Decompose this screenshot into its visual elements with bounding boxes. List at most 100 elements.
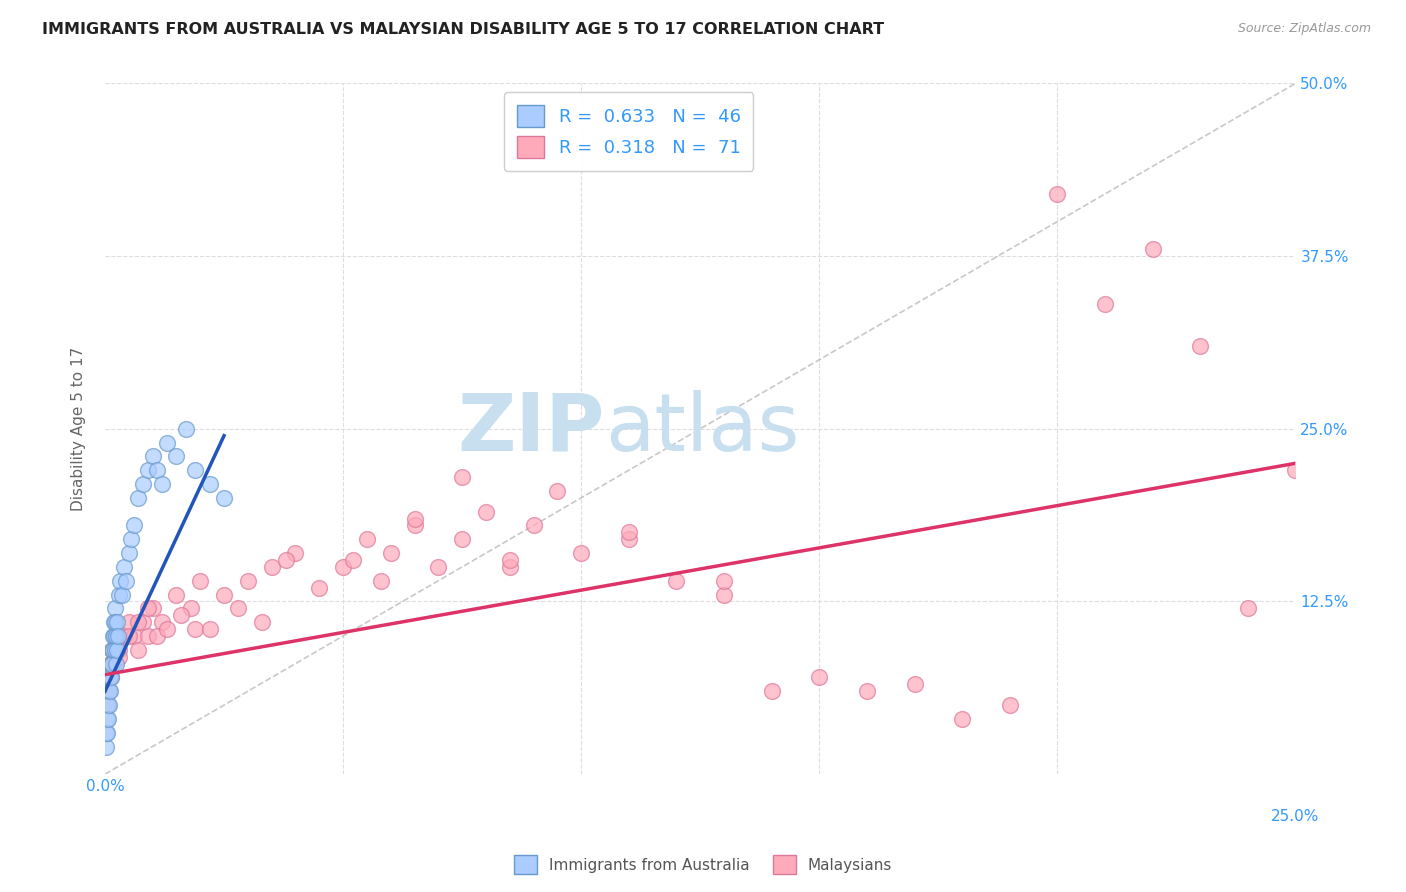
Point [1237, 601, 1260, 615]
Point [228, 601, 250, 615]
Point [332, 560, 354, 574]
Point [96, 712, 118, 726]
Point [136, 601, 159, 615]
Point [118, 629, 141, 643]
Point [713, 588, 735, 602]
Point [118, 546, 141, 560]
Point [342, 553, 364, 567]
Point [165, 450, 187, 464]
Point [146, 629, 169, 643]
Text: 25.0%: 25.0% [1271, 809, 1320, 823]
Text: ZIP: ZIP [458, 390, 605, 467]
Point [97, 712, 120, 726]
Point [136, 629, 159, 643]
Point [94, 684, 117, 698]
Point [665, 574, 688, 588]
Point [156, 622, 179, 636]
Point [546, 483, 568, 498]
Point [108, 649, 131, 664]
Point [100, 642, 122, 657]
Text: IMMIGRANTS FROM AUSTRALIA VS MALAYSIAN DISABILITY AGE 5 TO 17 CORRELATION CHART: IMMIGRANTS FROM AUSTRALIA VS MALAYSIAN D… [42, 22, 884, 37]
Point [250, 615, 273, 630]
Point [96, 698, 118, 712]
Point [112, 629, 135, 643]
Point [165, 588, 187, 602]
Point [112, 560, 135, 574]
Point [156, 435, 179, 450]
Point [104, 615, 127, 630]
Point [404, 518, 426, 533]
Point [103, 657, 125, 671]
Point [1094, 297, 1116, 311]
Point [569, 546, 592, 560]
Point [118, 615, 141, 630]
Point [308, 581, 330, 595]
Point [356, 533, 378, 547]
Point [1189, 339, 1212, 353]
Point [1142, 242, 1164, 256]
Point [132, 477, 155, 491]
Point [122, 518, 145, 533]
Point [198, 622, 221, 636]
Point [617, 533, 640, 547]
Point [103, 601, 125, 615]
Point [150, 477, 173, 491]
Point [475, 505, 498, 519]
Point [96, 725, 118, 739]
Point [808, 670, 831, 684]
Point [136, 463, 159, 477]
Point [713, 574, 735, 588]
Point [101, 642, 124, 657]
Point [101, 657, 124, 671]
Point [108, 588, 131, 602]
Point [380, 546, 402, 560]
Point [101, 629, 124, 643]
Point [127, 615, 149, 630]
Point [142, 601, 165, 615]
Text: Source: ZipAtlas.com: Source: ZipAtlas.com [1237, 22, 1371, 36]
Point [212, 588, 235, 602]
Point [146, 463, 169, 477]
Point [105, 657, 128, 671]
Point [522, 518, 544, 533]
Point [142, 450, 165, 464]
Point [97, 698, 120, 712]
Point [98, 684, 121, 698]
Point [100, 657, 122, 671]
Point [499, 553, 522, 567]
Point [100, 670, 122, 684]
Point [284, 546, 307, 560]
Point [150, 615, 173, 630]
Point [98, 657, 121, 671]
Point [107, 629, 129, 643]
Point [105, 642, 128, 657]
Point [103, 615, 125, 630]
Point [1046, 186, 1069, 201]
Point [98, 670, 121, 684]
Point [370, 574, 392, 588]
Point [188, 574, 211, 588]
Point [180, 601, 202, 615]
Point [184, 622, 207, 636]
Point [97, 670, 120, 684]
Point [198, 477, 221, 491]
Point [1284, 463, 1306, 477]
Point [903, 677, 925, 691]
Point [97, 684, 120, 698]
Point [236, 574, 259, 588]
Point [617, 525, 640, 540]
Point [120, 533, 142, 547]
Point [127, 642, 149, 657]
Point [427, 560, 450, 574]
Point [950, 712, 973, 726]
Point [104, 642, 127, 657]
Point [108, 642, 131, 657]
Point [170, 608, 193, 623]
Point [111, 588, 134, 602]
Point [260, 560, 283, 574]
Point [132, 615, 155, 630]
Point [103, 629, 125, 643]
Point [105, 615, 128, 630]
Point [96, 725, 118, 739]
Point [174, 422, 197, 436]
